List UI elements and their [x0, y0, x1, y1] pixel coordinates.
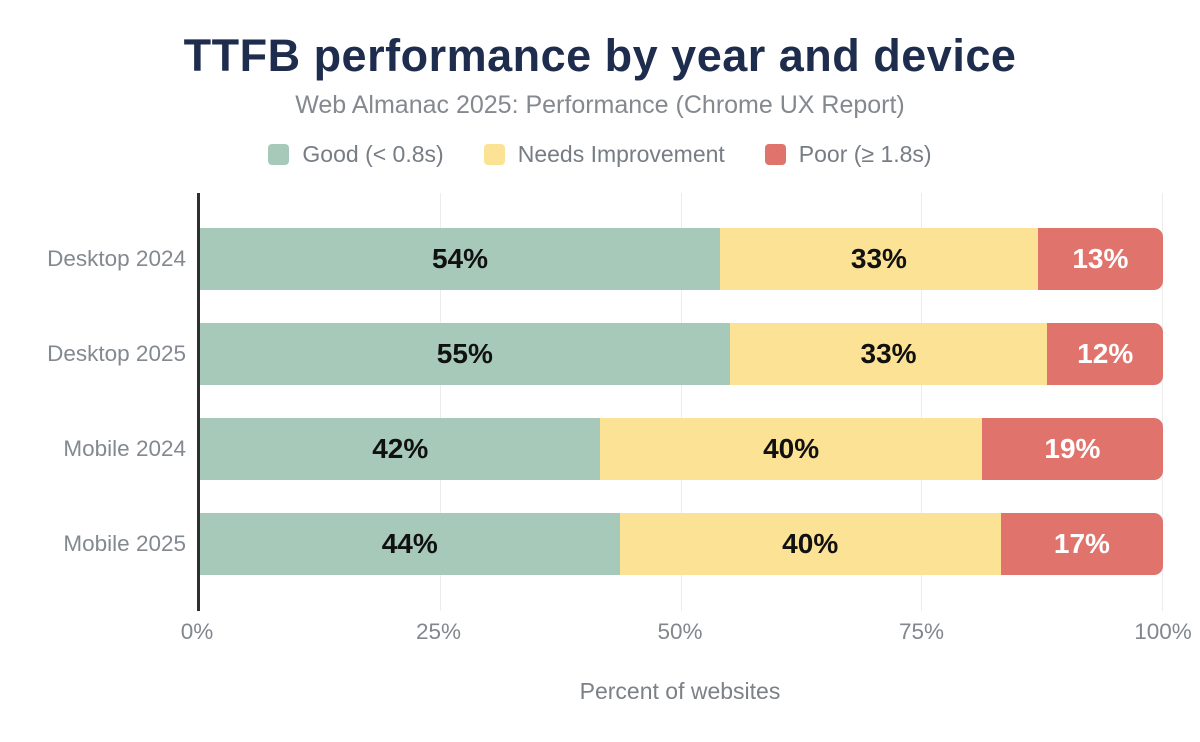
bar-value-label: 44% — [381, 528, 438, 559]
x-tick-label-100: 100% — [1134, 619, 1192, 644]
legend-swatch-icon — [764, 144, 786, 165]
bar-segment: 17% — [1000, 513, 1163, 575]
bar-segment: 40% — [600, 418, 982, 480]
gridline-100 — [1162, 193, 1163, 611]
bar-value-label: 42% — [372, 433, 429, 464]
bar-value-label: 17% — [1053, 528, 1110, 559]
category-label: Mobile 2024 — [63, 436, 186, 461]
bar-value-label: 33% — [850, 243, 907, 274]
x-tick-label-0: 0% — [180, 619, 214, 644]
x-tick-label-50: 50% — [657, 619, 703, 644]
bar-value-label: 33% — [860, 338, 917, 369]
plot-area: 54% 33% 13% 55% 33% 12% 42% 40% 19% 44% 40% 17% — [197, 193, 1163, 611]
bar-value-label: 54% — [431, 243, 489, 274]
bar-segment: 42% — [200, 418, 601, 480]
bar-segment: 44% — [200, 513, 620, 575]
bar-value-label: 13% — [1072, 243, 1129, 274]
legend-item-2: Poor (≥ 1.8s) — [764, 141, 932, 168]
category-label: Desktop 2024 — [47, 246, 186, 271]
bar-row-mobile-2024: 42% 40% 19% — [200, 418, 1163, 480]
legend-item-1: Needs Improvement — [483, 141, 725, 168]
bar-value-label: 12% — [1077, 338, 1134, 369]
bar-segment: 13% — [1037, 228, 1163, 290]
legend-item-label: Good (< 0.8s) — [302, 141, 444, 167]
bar-row-desktop-2024: 54% 33% 13% — [200, 228, 1163, 290]
legend-item-label: Poor (≥ 1.8s) — [798, 141, 932, 167]
bar-value-label: 40% — [782, 528, 839, 559]
bar-segment: 33% — [729, 323, 1048, 385]
bar-segment: 33% — [720, 228, 1038, 290]
bar-segment: 19% — [981, 418, 1163, 480]
bar-value-label: 19% — [1044, 433, 1101, 464]
legend-swatch-icon — [483, 144, 505, 165]
bar-value-label: 40% — [763, 433, 820, 464]
chart-subtitle: Web Almanac 2025: Performance (Chrome UX… — [295, 91, 905, 119]
chart-title: TTFB performance by year and device — [183, 30, 1017, 81]
bar-segment: 40% — [619, 513, 1001, 575]
x-tick-label-25: 25% — [415, 619, 462, 644]
gridline-75 — [921, 193, 923, 611]
legend-swatch-icon — [268, 144, 290, 165]
bar-row-desktop-2025: 55% 33% 12% — [200, 323, 1163, 385]
legend-item-0: Good (< 0.8s) — [268, 141, 444, 168]
bar-segment: 54% — [200, 228, 721, 290]
bar-segment: 55% — [200, 323, 730, 385]
x-tick-label-75: 75% — [898, 619, 945, 644]
chart-legend: Good (< 0.8s) Needs Improvement Poor (≥ 1.… — [0, 141, 1200, 168]
legend-item-label: Needs Improvement — [517, 141, 725, 167]
bar-segment: 12% — [1047, 323, 1163, 385]
gridline-25 — [439, 193, 441, 611]
category-label: Mobile 2025 — [63, 531, 186, 556]
x-axis-title: Percent of websites — [579, 678, 781, 704]
category-label: Desktop 2025 — [47, 341, 186, 366]
bar-row-mobile-2025: 44% 40% 17% — [200, 513, 1163, 575]
bar-value-label: 55% — [436, 338, 493, 369]
gridline-50 — [680, 193, 682, 611]
